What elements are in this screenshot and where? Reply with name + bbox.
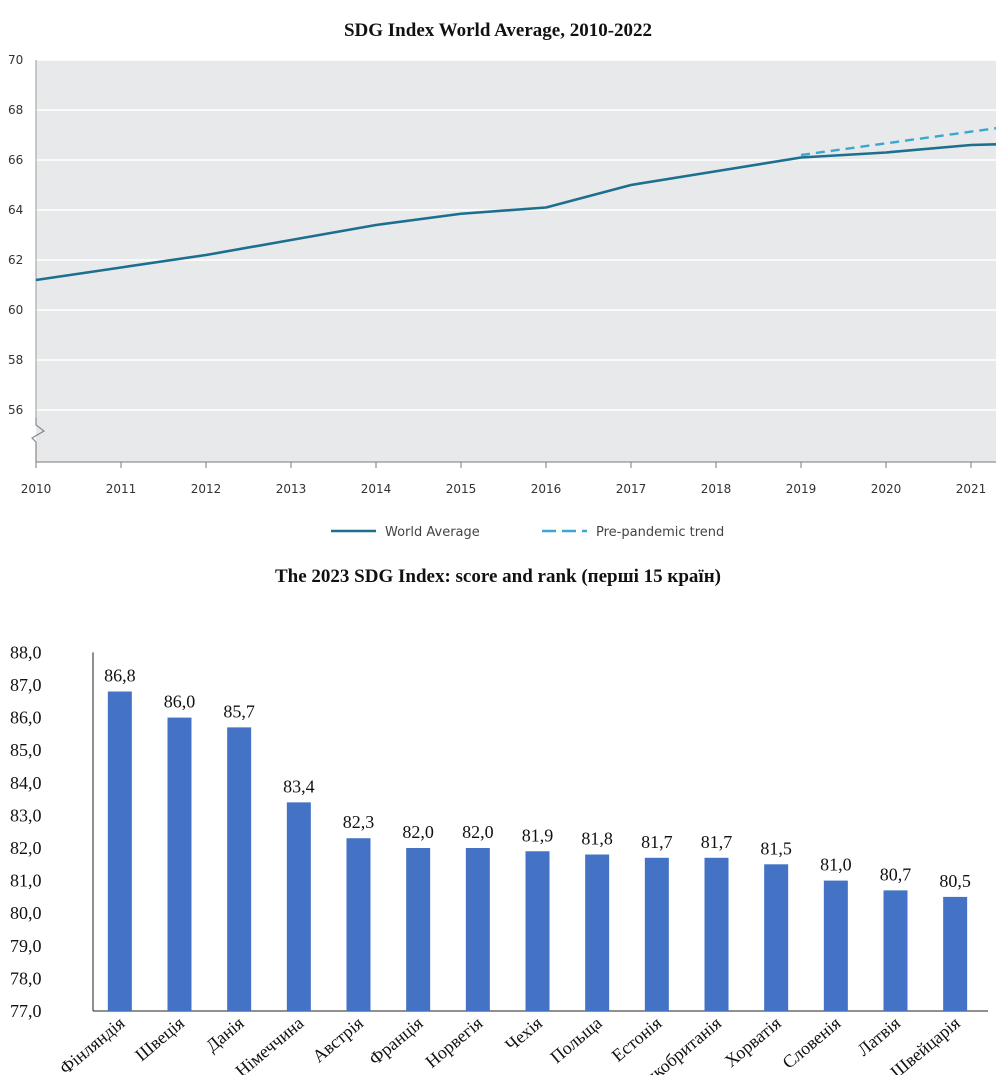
x-category-label: Франція (365, 1013, 427, 1069)
data-label: 82,3 (343, 812, 375, 832)
pre-pandemic-trend-line (800, 127, 996, 157)
data-label: 80,5 (939, 871, 971, 891)
x-category-label: Фінляндія (56, 1013, 129, 1075)
bar (764, 864, 789, 1011)
data-label: 83,4 (283, 776, 315, 796)
x-category-label: Данія (202, 1013, 248, 1056)
y-tick-label: 81,0 (10, 871, 42, 891)
x-category-label: Хорватія (721, 1013, 785, 1071)
y-tick-label: 68 (8, 103, 23, 117)
y-tick-label: 84,0 (10, 773, 42, 793)
y-tick-label: 66 (8, 153, 23, 167)
bar (286, 802, 311, 1011)
x-tick-label: 2017 (616, 482, 647, 496)
data-label: 81,5 (760, 838, 792, 858)
x-category-label: Польща (546, 1013, 605, 1067)
plot-background (36, 60, 996, 462)
x-category-label: Німеччина (232, 1013, 308, 1075)
world-average-line (35, 142, 996, 282)
y-tick-label: 60 (8, 303, 23, 317)
x-category-label: Естонія (608, 1013, 666, 1066)
bar (644, 857, 669, 1011)
x-tick-label: 2011 (106, 482, 137, 496)
y-tick-label: 82,0 (10, 838, 42, 858)
data-label: 81,0 (820, 855, 852, 875)
data-label: 81,7 (641, 832, 673, 852)
x-category-label: Австрія (308, 1013, 367, 1067)
x-tick-label: 2013 (276, 482, 307, 496)
line-chart-title: SDG Index World Average, 2010-2022 (343, 20, 653, 41)
bar (883, 890, 908, 1011)
x-category-label: Латвія (853, 1013, 904, 1060)
data-label: 82,0 (402, 822, 434, 842)
bar (227, 727, 252, 1011)
y-tick-label: 79,0 (10, 936, 42, 956)
data-label: 80,7 (880, 864, 912, 884)
y-tick-label: 62 (8, 253, 23, 267)
bar (823, 880, 848, 1011)
data-label: 86,0 (164, 692, 196, 712)
data-label: 85,7 (223, 701, 255, 721)
line-chart: 70 68 66 64 62 60 58 56 2010 2011 2012 2013 2014 2015… (8, 53, 996, 540)
y-tick-label: 70 (8, 53, 23, 67)
legend-label-world-average: World Average (385, 525, 480, 540)
x-category-label: Швейцарія (886, 1013, 963, 1075)
bar (406, 848, 431, 1011)
x-category-label: Словенія (778, 1013, 844, 1073)
y-tick-label: 88,0 (10, 642, 42, 662)
y-tick-label: 64 (8, 203, 23, 217)
y-tick-label: 85,0 (10, 740, 42, 760)
y-tick-label: 80,0 (10, 903, 42, 923)
data-label: 81,7 (701, 832, 733, 852)
x-tick-label: 2010 (21, 482, 52, 496)
bar (465, 848, 490, 1011)
x-tick-label: 2016 (531, 482, 562, 496)
axis-break-marker (31, 418, 46, 462)
bar (585, 854, 610, 1011)
y-tick-label: 58 (8, 353, 23, 367)
y-tick-label: 78,0 (10, 968, 42, 988)
x-category-label: Норвегія (421, 1013, 486, 1072)
y-tick-label: 86,0 (10, 708, 42, 728)
bar (346, 838, 371, 1011)
data-label: 81,9 (522, 825, 554, 845)
bar (943, 896, 968, 1011)
bar (525, 851, 550, 1011)
x-category-label: Швеція (131, 1013, 188, 1065)
x-tick-label: 2015 (446, 482, 477, 496)
x-tick-label: 2020 (871, 482, 902, 496)
x-tick-label: 2019 (786, 482, 817, 496)
legend-label-pre-pandemic-trend: Pre-pandemic trend (596, 525, 724, 540)
data-label: 86,8 (104, 666, 136, 686)
x-category-label: Чехія (501, 1013, 546, 1055)
y-tick-label: 83,0 (10, 805, 42, 825)
bar (107, 691, 132, 1011)
data-label: 81,8 (581, 829, 613, 849)
y-tick-label: 87,0 (10, 675, 42, 695)
x-tick-label: 2012 (191, 482, 222, 496)
x-tick-label: 2018 (701, 482, 732, 496)
x-tick-label: 2014 (361, 482, 392, 496)
x-tick-label: 2021 (956, 482, 987, 496)
x-category-label: Великобританія (619, 1013, 725, 1075)
bar-chart-title: The 2023 SDG Index: score and rank (перш… (275, 566, 721, 587)
y-tick-label: 77,0 (10, 1001, 42, 1021)
y-tick-label: 56 (8, 403, 23, 417)
bar (167, 717, 192, 1011)
data-label: 82,0 (462, 822, 494, 842)
bar (704, 857, 729, 1011)
